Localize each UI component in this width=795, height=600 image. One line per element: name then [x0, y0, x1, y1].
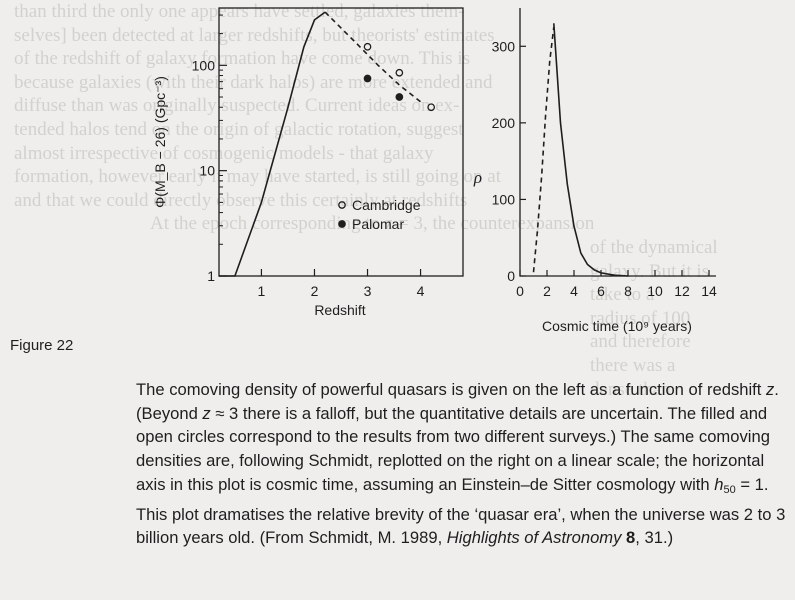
- palomar-point: [395, 93, 404, 101]
- caption-z-1: z: [766, 380, 775, 399]
- caption-volume: 8: [626, 528, 636, 548]
- palomar-point: [363, 74, 372, 83]
- caption-text-5: , 31.): [635, 528, 674, 548]
- cambridge-point: [395, 68, 404, 77]
- x-tick-label: 6: [597, 283, 605, 299]
- rise-curve: [532, 27, 555, 273]
- right-plot-ticks: 0 2 4 6 8 10 12 14 0 100 200 300: [492, 38, 717, 299]
- x-tick-label: 3: [364, 283, 372, 299]
- legend-label: Palomar: [352, 216, 404, 232]
- x-tick-label: 10: [647, 283, 663, 299]
- left-plot: 1 2 3 4 1 10 100 Cambridge Palomar Redshift Φ(M…: [152, 7, 464, 318]
- caption-hubble-subscript: 50: [723, 483, 736, 496]
- cambridge-point: [427, 103, 436, 112]
- left-x-axis-label: Redshift: [314, 302, 365, 318]
- figure-caption: The comoving density of powerful quasars…: [136, 378, 791, 550]
- y-tick-label: 100: [192, 57, 216, 73]
- legend-label: Cambridge: [352, 197, 421, 213]
- caption-text-3: ≈ 3 there is a falloff, but the quantita…: [136, 403, 770, 494]
- right-x-axis-label: Cosmic time (10⁹ years): [542, 318, 692, 334]
- right-plot-axes: [519, 8, 716, 277]
- x-tick-label: 4: [417, 283, 425, 299]
- rise-curve: [219, 11, 326, 277]
- legend-marker: [338, 220, 346, 228]
- legend-marker: [338, 201, 346, 209]
- x-tick-label: 4: [570, 283, 578, 299]
- left-y-axis-label: Φ(M_B − 26) (Gpc⁻³): [152, 76, 168, 208]
- x-tick-label: 12: [674, 283, 690, 299]
- caption-hubble-symbol: h: [714, 474, 724, 494]
- left-plot-ticks: 1 2 3 4 1 10 100: [192, 14, 425, 299]
- right-plot: 0 2 4 6 8 10 12 14 0 100 200 300 Cosmic time (10⁹ y…: [473, 8, 717, 334]
- x-tick-label: 1: [258, 283, 266, 299]
- caption-z-2: z: [202, 403, 211, 423]
- y-tick-label: 0: [507, 268, 515, 284]
- right-y-axis-label: ρ: [473, 168, 482, 187]
- x-tick-label: 14: [701, 283, 717, 299]
- caption-journal: Highlights of Astronomy: [446, 528, 622, 548]
- right-plot-marks: [532, 23, 629, 277]
- left-plot-legend: Cambridge Palomar: [338, 197, 421, 232]
- left-plot-frame: [218, 7, 464, 277]
- caption-text-4: = 1. This plot dramatises the relative b…: [136, 474, 786, 548]
- y-tick-label: 1: [207, 268, 215, 284]
- y-tick-label: 300: [492, 38, 516, 54]
- cambridge-point: [363, 42, 372, 51]
- y-tick-label: 200: [492, 115, 516, 131]
- caption-text-1: The comoving density of powerful quasars…: [136, 380, 766, 399]
- falloff-curve: [324, 11, 422, 103]
- y-tick-label: 100: [492, 191, 516, 207]
- caption-text-2: . (Beyond: [136, 380, 779, 423]
- x-tick-label: 2: [311, 283, 319, 299]
- figure-label: Figure 22: [10, 337, 74, 354]
- y-tick-label: 10: [199, 163, 215, 179]
- x-tick-label: 8: [624, 283, 632, 299]
- left-plot-marks: [219, 11, 436, 277]
- x-tick-label: 0: [516, 283, 524, 299]
- decline-curve: [553, 23, 629, 277]
- x-tick-label: 2: [543, 283, 551, 299]
